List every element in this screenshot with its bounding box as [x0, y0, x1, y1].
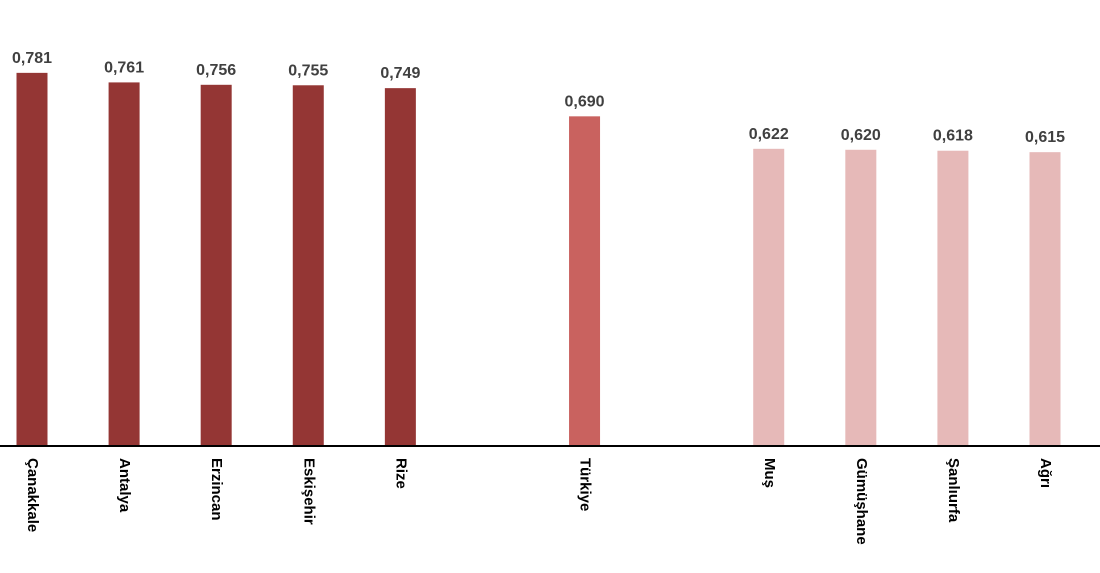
- category-label: Türkiye: [577, 458, 594, 511]
- bar: [845, 149, 877, 446]
- value-label: 0,756: [196, 62, 236, 79]
- bar: [292, 85, 324, 447]
- bar: [16, 72, 48, 446]
- value-label: 0,755: [288, 62, 328, 79]
- category-label: Çanakkale: [24, 458, 41, 532]
- bar: [753, 148, 785, 447]
- category-label: Erzincan: [208, 458, 225, 521]
- bar: [200, 84, 232, 447]
- value-label: 0,618: [933, 128, 973, 145]
- category-label: Gümüşhane: [853, 458, 870, 545]
- category-label: Eskişehir: [300, 458, 317, 525]
- value-label: 0,620: [841, 127, 881, 144]
- value-label: 0,615: [1025, 129, 1065, 146]
- category-label: Muş: [761, 458, 778, 488]
- value-label: 0,690: [565, 93, 605, 110]
- category-label: Şanlıurfa: [945, 458, 962, 523]
- value-label: 0,761: [104, 59, 144, 76]
- category-label: Ağrı: [1037, 458, 1054, 488]
- value-label: 0,622: [749, 126, 789, 143]
- bar: [384, 88, 416, 447]
- bar: [569, 116, 601, 446]
- category-label: Rize: [392, 458, 409, 489]
- value-label: 0,781: [12, 50, 52, 67]
- value-label: 0,749: [380, 65, 420, 82]
- category-label: Antalya: [116, 458, 133, 513]
- bar: [1029, 152, 1061, 446]
- bar: [937, 150, 969, 446]
- bar: [108, 82, 140, 447]
